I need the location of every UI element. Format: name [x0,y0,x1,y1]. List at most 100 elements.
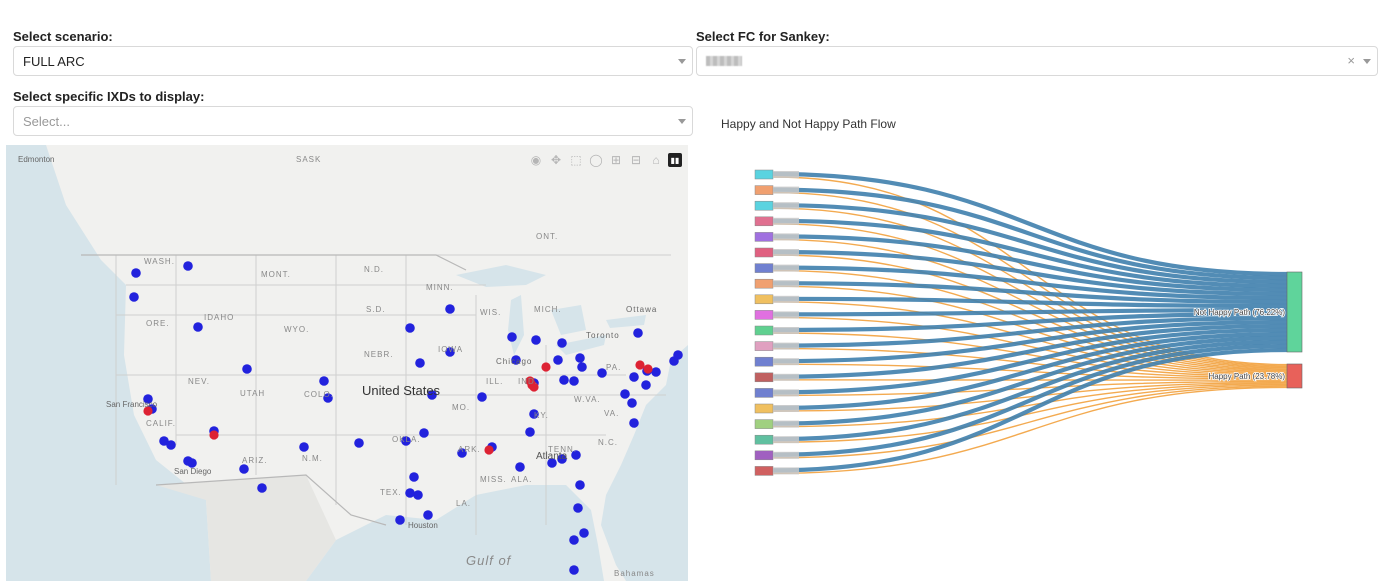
ixd-point[interactable] [445,347,455,357]
sankey-source-node[interactable] [754,185,774,195]
sankey-source-node[interactable] [754,247,774,258]
ixd-point[interactable] [515,462,525,472]
ixd-point[interactable] [553,355,563,365]
ixd-point[interactable] [183,261,193,271]
ixd-point[interactable] [531,335,541,345]
ixd-point[interactable] [323,393,333,403]
sankey-link-happy[interactable] [772,316,1288,377]
ixd-point[interactable] [620,389,630,399]
sankey-link-not-happy[interactable] [772,171,1288,277]
ixd-point[interactable] [129,292,139,302]
ixd-point[interactable] [573,503,583,513]
sankey-links[interactable] [772,171,1288,475]
sankey-link-not-happy[interactable] [772,347,1288,473]
ixd-point[interactable] [395,515,405,525]
box-select-icon[interactable]: ⬚ [570,153,582,167]
ixd-points[interactable] [129,261,683,575]
ixd-point[interactable] [547,458,557,468]
ixd-point-highlighted[interactable] [635,360,645,370]
ixd-point[interactable] [405,488,415,498]
sankey-link-not-happy[interactable] [772,327,1288,395]
chevron-down-icon[interactable] [678,59,686,64]
ixd-point-highlighted[interactable] [143,406,153,416]
ixd-point[interactable] [427,390,437,400]
sankey-source-node[interactable] [754,372,774,383]
ixd-point[interactable] [413,490,423,500]
sankey-link-not-happy[interactable] [772,343,1288,457]
sankey-source-node[interactable] [754,403,774,414]
ixd-point[interactable] [187,458,197,468]
sankey-source-node[interactable] [754,278,774,289]
ixd-point-highlighted[interactable] [541,362,551,372]
sankey-link-happy[interactable] [772,301,1288,375]
ixd-point[interactable] [559,375,569,385]
ixd-point[interactable] [557,454,567,464]
sankey-source-nodes[interactable] [754,169,799,476]
ixd-point[interactable] [577,362,587,372]
scenario-select[interactable]: FULL ARC [13,46,693,76]
ixd-point[interactable] [529,409,539,419]
sankey-source-node[interactable] [754,466,774,476]
sankey-source-node[interactable] [754,169,774,180]
ixd-point[interactable] [257,483,267,493]
ixd-point[interactable] [571,450,581,460]
sankey-link-not-happy[interactable] [772,319,1288,364]
lasso-icon[interactable]: ◯ [589,153,603,167]
sankey-link-not-happy[interactable] [772,323,1288,379]
ixd-point[interactable] [673,350,683,360]
sankey-source-node[interactable] [754,388,774,398]
ixd-point[interactable] [629,372,639,382]
ixd-point[interactable] [401,436,411,446]
ixd-point-highlighted[interactable] [525,376,535,386]
ixd-point[interactable] [415,358,425,368]
sankey-target-not-happy[interactable] [1286,271,1303,353]
ixd-point[interactable] [131,268,141,278]
sankey-source-node[interactable] [754,325,774,336]
chevron-down-icon[interactable] [678,119,686,124]
ixd-point[interactable] [319,376,329,386]
ixd-point-highlighted[interactable] [484,445,494,455]
sankey-link-not-happy[interactable] [772,296,1288,309]
zoom-out-icon[interactable]: ⊟ [630,153,642,167]
ixd-point-highlighted[interactable] [209,430,219,440]
sankey-link-not-happy[interactable] [772,311,1288,333]
ixd-point[interactable] [239,464,249,474]
sankey-link-not-happy[interactable] [772,249,1288,297]
ixd-point[interactable] [627,398,637,408]
fc-select[interactable]: × [696,46,1378,76]
ixd-point[interactable] [629,418,639,428]
ixd-point[interactable] [445,304,455,314]
home-icon[interactable]: ⌂ [652,153,660,167]
ixd-point[interactable] [575,353,585,363]
sankey-link-happy[interactable] [772,332,1288,378]
sankey-source-node[interactable] [754,450,774,461]
sankey-link-happy[interactable] [772,285,1288,374]
ixd-point[interactable] [511,355,521,365]
ixd-point[interactable] [525,427,535,437]
sankey-source-node[interactable] [754,434,774,445]
sankey-link-not-happy[interactable] [772,281,1288,305]
sankey-chart[interactable]: Not Happy Path (76.22%) Happy Path (23.78… [700,140,1320,510]
ixd-point[interactable] [633,328,643,338]
ixd-point[interactable] [457,448,467,458]
sankey-link-happy[interactable] [772,176,1288,366]
sankey-link-not-happy[interactable] [772,331,1288,411]
sankey-link-happy[interactable] [772,385,1288,459]
ixd-point[interactable] [575,480,585,490]
ixd-point[interactable] [419,428,429,438]
sankey-link-not-happy[interactable] [772,339,1288,442]
sankey-link-not-happy[interactable] [772,265,1288,301]
sankey-link-happy[interactable] [772,384,1288,443]
pan-icon[interactable]: ✥ [550,153,562,167]
sankey-source-node[interactable] [754,200,774,211]
sankey-link-not-happy[interactable] [772,234,1288,293]
sankey-link-not-happy[interactable] [772,315,1288,348]
ixd-point[interactable] [507,332,517,342]
ixd-point[interactable] [477,392,487,402]
sankey-link-happy[interactable] [772,223,1288,369]
map-canvas[interactable] [6,145,688,581]
ixd-multi-select[interactable]: Select... [13,106,693,136]
ixd-point-highlighted[interactable] [643,364,653,374]
sankey-source-node[interactable] [754,310,774,320]
ixd-point[interactable] [159,436,169,446]
